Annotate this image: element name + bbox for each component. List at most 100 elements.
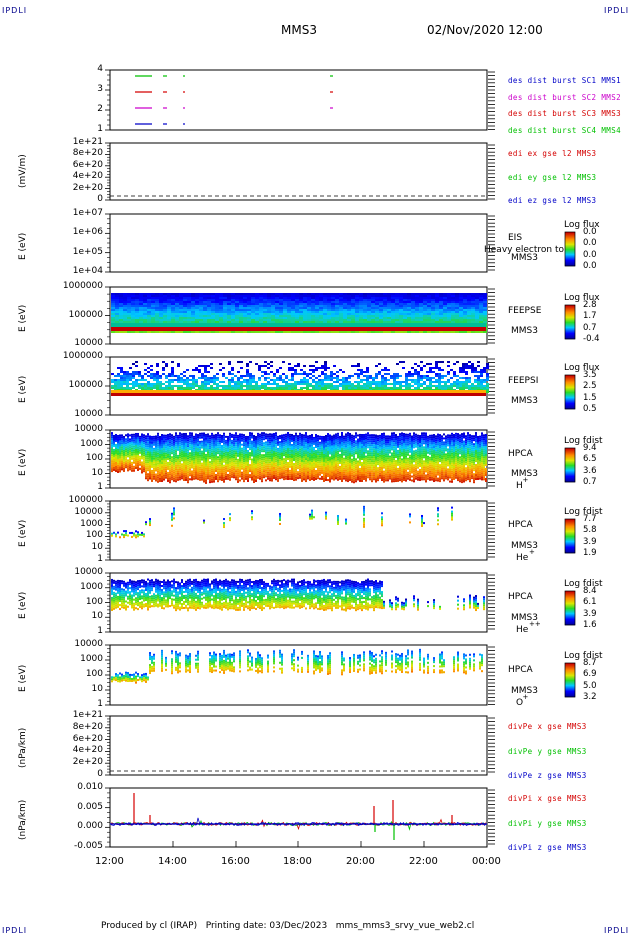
spectrogram-cell	[391, 315, 395, 317]
spectrogram-cell	[399, 313, 403, 315]
spectrogram-cell	[155, 303, 159, 305]
spectrogram-cell	[155, 441, 157, 443]
spectrogram-cell	[169, 481, 171, 483]
spectrogram-cell	[383, 307, 387, 309]
spectrogram-cell	[195, 383, 198, 385]
spectrogram-cell	[203, 472, 205, 474]
spectrogram-cell	[276, 369, 279, 371]
spectrogram-cell	[267, 311, 271, 313]
spectrogram-cell	[189, 462, 191, 464]
spectrogram-cell	[167, 458, 169, 460]
spectrogram-cell	[417, 379, 420, 381]
spectrogram-cell	[411, 375, 414, 377]
spectrogram-cell	[131, 295, 135, 297]
spectrogram-cell	[239, 473, 241, 475]
spectrogram-cell	[147, 455, 149, 457]
spectrogram-cell	[199, 331, 203, 333]
spectrogram-cell	[471, 307, 475, 309]
spectrogram-cell	[243, 311, 247, 313]
spectrogram-cell	[479, 297, 483, 299]
spectrogram-cell	[185, 437, 187, 439]
spectrogram-cell	[471, 295, 475, 297]
spectrogram-cell	[211, 473, 213, 475]
spectrogram-cell	[179, 440, 181, 442]
spectrogram-cell	[407, 299, 411, 301]
spectrogram-cell	[251, 309, 255, 311]
spectrogram-cell	[169, 469, 171, 471]
spectrogram-cell	[219, 313, 223, 315]
spectrogram-cell	[279, 309, 283, 311]
spectrogram-cell	[271, 315, 275, 317]
spectrogram-cell	[251, 453, 253, 455]
spectrogram-cell	[229, 443, 231, 445]
spectrogram-cell	[113, 465, 115, 467]
spectrogram-cell	[144, 369, 147, 371]
spectrogram-cell	[129, 466, 131, 468]
spectrogram-cell	[399, 311, 403, 313]
spectrogram-cell	[129, 456, 131, 458]
spectrogram-cell	[463, 313, 467, 315]
spectrogram-cell	[159, 458, 161, 460]
spectrogram-cell	[137, 469, 139, 471]
spectrogram-cell	[120, 371, 123, 373]
spectrogram-cell	[462, 383, 465, 385]
spectrogram-cell	[139, 319, 143, 321]
spectrogram-cell	[145, 475, 147, 477]
spectrogram-cell	[179, 474, 181, 476]
spectrogram-cell	[143, 301, 147, 303]
spectrogram-cell	[261, 371, 264, 373]
spectrogram-cell	[113, 455, 115, 457]
spectrogram-cell	[247, 470, 249, 472]
spectrogram-cell	[348, 375, 351, 377]
spectrogram-cell	[156, 377, 159, 379]
spectrogram-cell	[306, 387, 309, 389]
spectrogram-cell	[403, 295, 407, 297]
spectrogram-cell	[403, 309, 407, 311]
spectrogram-cell	[207, 465, 209, 467]
spectrogram-cell	[163, 445, 165, 447]
spectrogram-cell	[255, 464, 257, 466]
spectrogram-cell	[161, 470, 163, 472]
spectrogram-cell	[259, 297, 263, 299]
spectrogram-cell	[204, 371, 207, 373]
spectrogram-cell	[403, 307, 407, 309]
spectrogram-cell	[294, 365, 297, 367]
spectrogram-cell	[291, 313, 295, 315]
spectrogram-cell	[215, 448, 217, 450]
spectrogram-cell	[257, 459, 259, 461]
spectrogram-cell	[439, 305, 443, 307]
spectrogram-cell	[249, 446, 251, 448]
spectrogram-cell	[223, 307, 227, 309]
spectrogram-cell	[215, 446, 217, 448]
spectrogram-cell	[133, 454, 135, 456]
spectrogram-cell	[465, 385, 468, 387]
spectrogram-cell	[427, 307, 431, 309]
spectrogram-cell	[486, 365, 489, 367]
spectrogram-cell	[443, 293, 447, 295]
spectrogram-cell	[111, 466, 113, 468]
spectrogram-cell	[239, 439, 241, 441]
spectrogram-cell	[175, 297, 179, 299]
spectrogram-cell	[115, 470, 117, 472]
spectrogram-cell	[114, 381, 117, 383]
spectrogram-cell	[203, 438, 205, 440]
spectrogram-cell	[225, 474, 227, 476]
spectrogram-cell	[318, 367, 321, 369]
spectrogram-cell	[247, 438, 249, 440]
spectrogram-cell	[391, 303, 395, 305]
spectrogram-cell	[259, 331, 263, 333]
spectrogram-cell	[319, 293, 323, 295]
spectrogram-cell	[171, 309, 175, 311]
spectrogram-cell	[183, 469, 185, 471]
spectrogram-cell	[223, 297, 227, 299]
spectrogram-cell	[227, 303, 231, 305]
spectrogram-cell	[468, 381, 471, 383]
spectrogram-cell	[181, 439, 183, 441]
spectrogram-cell	[219, 468, 221, 470]
spectrogram-cell	[335, 319, 339, 321]
spectrogram-cell	[119, 305, 123, 307]
spectrogram-cell	[257, 449, 259, 451]
spectrogram-cell	[471, 297, 475, 299]
spectrogram-cell	[141, 451, 143, 453]
spectrogram-cell	[169, 477, 171, 479]
